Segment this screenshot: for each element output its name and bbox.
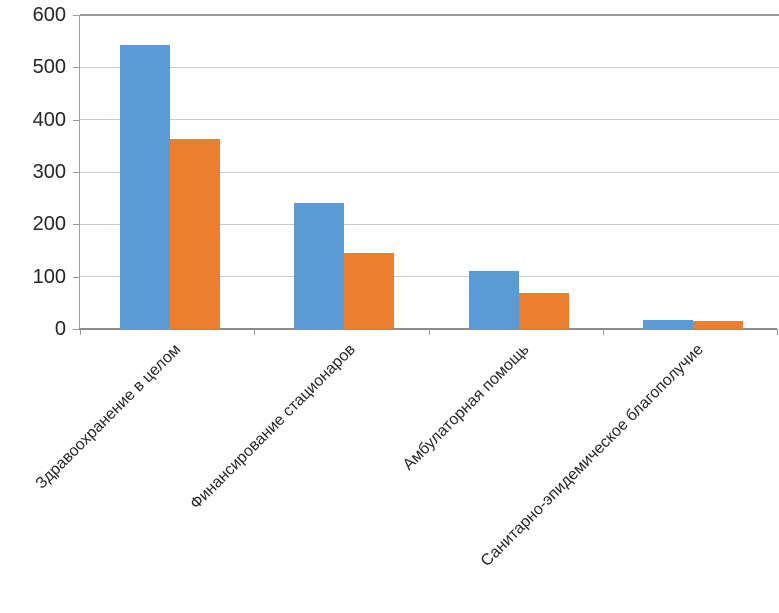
y-axis-tick-mark xyxy=(73,67,80,68)
y-axis-tick-mark xyxy=(73,172,80,173)
grid-line xyxy=(80,119,779,120)
y-axis-tick-label: 300 xyxy=(32,161,66,183)
bar-series1-category4 xyxy=(643,320,693,329)
bar-series2-category2 xyxy=(344,253,394,329)
y-axis-tick-mark xyxy=(73,224,80,225)
category-label: Здравоохранение в целом xyxy=(32,341,185,493)
category-label: Финансирование стационаров xyxy=(186,341,359,513)
x-axis-tick-mark xyxy=(777,329,778,335)
x-axis-tick-mark xyxy=(254,329,255,335)
y-axis-tick-mark xyxy=(73,329,80,330)
grid-line xyxy=(80,14,779,16)
x-axis-line xyxy=(79,328,777,330)
x-axis-tick-mark xyxy=(429,329,430,335)
y-axis-tick-mark xyxy=(73,120,80,121)
y-axis-tick-label: 500 xyxy=(32,56,66,78)
bar-series1-category2 xyxy=(294,203,344,329)
y-axis-tick-label: 200 xyxy=(32,213,66,235)
y-axis-tick-mark xyxy=(73,277,80,278)
y-axis-tick-label: 0 xyxy=(54,318,66,340)
bar-series1-category3 xyxy=(469,271,519,329)
grid-line xyxy=(80,172,779,173)
y-axis-tick-label: 600 xyxy=(32,4,66,26)
y-axis-tick-label: 400 xyxy=(32,109,66,131)
grid-line xyxy=(80,276,779,277)
grid-line xyxy=(80,224,779,225)
y-axis-line xyxy=(79,15,80,330)
bar-series2-category3 xyxy=(519,293,569,329)
y-axis-tick-mark xyxy=(73,15,80,16)
bar-series2-category1 xyxy=(170,139,220,329)
category-label: Санитарно-эпидемическое благополучие xyxy=(477,341,707,570)
bar-series1-category1 xyxy=(120,45,170,329)
grid-line xyxy=(80,67,779,68)
category-label: Амбулаторная помощь xyxy=(399,341,533,474)
x-axis-tick-mark xyxy=(80,329,81,335)
y-axis-tick-label: 100 xyxy=(32,266,66,288)
x-axis-tick-mark xyxy=(603,329,604,335)
bar-series2-category4 xyxy=(693,321,743,329)
